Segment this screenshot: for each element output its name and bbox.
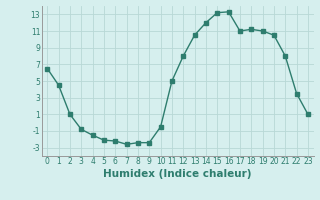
X-axis label: Humidex (Indice chaleur): Humidex (Indice chaleur) [103, 169, 252, 179]
